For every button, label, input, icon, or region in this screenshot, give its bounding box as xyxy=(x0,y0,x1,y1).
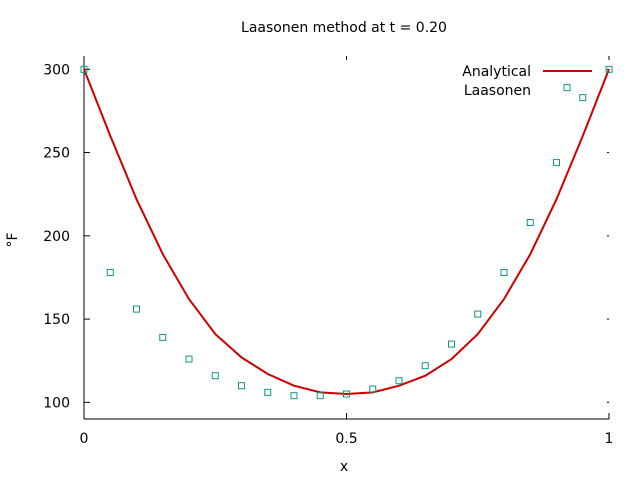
laasonen-point xyxy=(343,390,350,398)
laasonen-point xyxy=(500,268,508,276)
laasonen-point xyxy=(421,362,429,370)
y-tick-label: 250 xyxy=(43,146,70,162)
laasonen-point xyxy=(526,219,534,227)
x-tick-label: 0.5 xyxy=(335,431,357,447)
plot-frame xyxy=(83,56,609,420)
legend: Analytical Laasonen xyxy=(462,64,592,99)
laasonen-point xyxy=(238,382,245,390)
laasonen-point xyxy=(133,305,140,313)
chart-title: Laasonen method at t = 0.20 xyxy=(241,20,447,36)
x-axis-ticks: 0 0.5 1 xyxy=(80,56,614,447)
laasonen-point xyxy=(211,372,219,380)
x-tick-label: 1 xyxy=(605,431,614,447)
laasonen-point xyxy=(605,65,613,73)
analytical-line xyxy=(83,68,610,396)
laasonen-point xyxy=(563,84,571,92)
laasonen-point xyxy=(579,94,587,102)
laasonen-point xyxy=(316,392,324,400)
x-axis-label: x xyxy=(340,459,348,475)
laasonen-point xyxy=(106,268,114,276)
y-tick-label: 150 xyxy=(43,312,70,328)
legend-label-laasonen: Laasonen xyxy=(464,83,531,99)
laasonen-point xyxy=(290,392,298,400)
x-tick-label: 0 xyxy=(80,431,89,447)
y-tick-label: 200 xyxy=(43,229,70,245)
y-tick-label: 300 xyxy=(43,62,70,78)
laasonen-point xyxy=(395,377,403,385)
laasonen-point xyxy=(159,333,167,341)
laasonen-point xyxy=(448,340,455,348)
laasonen-point xyxy=(264,388,272,396)
laasonen-point xyxy=(474,310,482,318)
laasonen-point xyxy=(553,159,560,167)
legend-label-analytical: Analytical xyxy=(462,64,531,80)
series-analytical xyxy=(83,68,610,396)
laasonen-point xyxy=(80,65,88,73)
laasonen-point xyxy=(185,355,193,363)
laasonen-point xyxy=(369,385,377,393)
y-axis-ticks: 100 150 200 250 300 xyxy=(43,62,609,411)
y-axis-label: °F xyxy=(5,232,21,247)
y-tick-label: 100 xyxy=(43,395,70,411)
series-laasonen xyxy=(80,65,613,400)
